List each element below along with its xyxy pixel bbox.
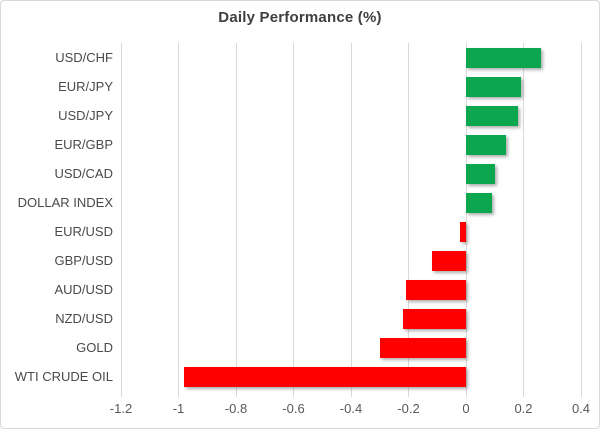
x-tick-label: -1: [172, 401, 185, 416]
x-tick-label: -0.6: [282, 401, 305, 416]
x-tick-label: 0.4: [571, 401, 591, 416]
category-label: USD/CHF: [55, 49, 113, 65]
gridline: [235, 43, 237, 397]
gridline: [120, 43, 122, 397]
gridline: [408, 43, 409, 397]
x-tick-label: 0: [462, 401, 470, 416]
gridline: [580, 43, 582, 397]
category-label: EUR/JPY: [58, 78, 113, 94]
bar-usd-cad: [466, 163, 495, 184]
bar-dollar-index: [466, 192, 492, 213]
bar-usd-jpy: [466, 105, 518, 126]
category-label: DOLLAR INDEX: [17, 194, 113, 210]
x-tick-label: -0.4: [339, 401, 363, 416]
bar-eur-gbp: [466, 134, 507, 155]
x-tick-label: 0.2: [514, 401, 533, 416]
x-tick-label: -0.2: [397, 401, 420, 416]
category-label: EUR/GBP: [54, 136, 113, 152]
category-label: USD/JPY: [58, 107, 113, 123]
bar-wti-crude-oil: [184, 366, 466, 387]
gridline: [178, 43, 179, 397]
bar-nzd-usd: [402, 308, 466, 329]
category-label: USD/CAD: [54, 165, 113, 181]
category-label: AUD/USD: [54, 281, 113, 297]
gridline: [293, 43, 294, 397]
gridline: [350, 43, 352, 397]
bar-aud-usd: [405, 279, 466, 300]
category-label: NZD/USD: [55, 310, 113, 326]
x-tick-label: -1.2: [109, 401, 133, 416]
category-label: GOLD: [76, 339, 113, 355]
bar-eur-jpy: [466, 76, 521, 97]
category-label: GBP/USD: [54, 252, 113, 268]
gridline: [523, 43, 524, 397]
gridline: [465, 43, 467, 397]
bar-eur-usd: [460, 221, 466, 242]
x-tick-label: -0.8: [224, 401, 248, 416]
bar-gold: [379, 337, 466, 358]
bar-usd-chf: [466, 47, 541, 68]
chart-title: Daily Performance (%): [218, 9, 382, 26]
category-label: WTI CRUDE OIL: [14, 368, 113, 384]
bar-gbp-usd: [431, 250, 466, 271]
category-label: EUR/USD: [54, 223, 113, 239]
